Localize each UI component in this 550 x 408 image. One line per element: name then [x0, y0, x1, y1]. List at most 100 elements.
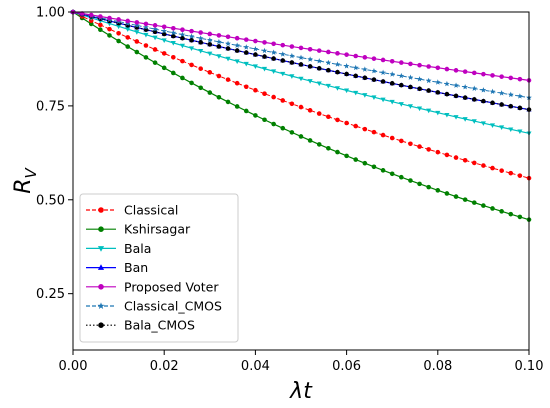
data-point-bala — [444, 112, 450, 118]
x-axis-label: λt — [289, 379, 313, 404]
legend-label: Bala — [124, 241, 151, 256]
data-point-bala — [207, 51, 213, 57]
data-point-bala-cmos — [225, 46, 231, 51]
data-point-classical — [417, 144, 422, 149]
data-point-classical — [471, 160, 477, 166]
data-point-kshirsagar — [316, 142, 322, 147]
data-point-proposed-voter — [180, 27, 185, 32]
data-point-classical-cmos — [152, 26, 158, 32]
data-point-proposed-voter — [189, 28, 194, 34]
data-point-classical-cmos — [352, 64, 359, 71]
series-line-bala-cmos — [72, 11, 530, 111]
data-point-bala-cmos — [399, 82, 404, 88]
legend-marker — [98, 207, 104, 213]
legend-label: Ban — [124, 260, 148, 275]
series-line-classical — [72, 11, 530, 179]
data-point-bala — [471, 119, 477, 124]
x-tick-label: 0.08 — [423, 359, 452, 374]
data-point-proposed-voter — [298, 45, 304, 51]
data-point-classical — [453, 155, 459, 160]
data-point-bala — [289, 74, 295, 79]
data-point-bala — [280, 71, 286, 77]
data-point-proposed-voter — [408, 61, 413, 67]
data-point-classical — [289, 101, 295, 107]
data-point-classical-cmos — [434, 79, 441, 85]
data-point-classical-cmos — [179, 31, 186, 38]
data-point-proposed-voter — [152, 23, 158, 28]
data-point-proposed-voter — [280, 42, 286, 48]
data-point-kshirsagar — [88, 21, 94, 27]
data-point-classical — [371, 129, 377, 135]
legend-items: Classical Kshirsagar Bala Ban Proposed Voter… — [86, 203, 222, 333]
data-point-bala-cmos — [216, 44, 222, 49]
data-point-classical-cmos — [362, 66, 368, 72]
data-point-classical — [198, 66, 203, 71]
data-point-proposed-voter — [335, 51, 340, 56]
data-point-classical — [462, 157, 468, 163]
data-point-classical — [243, 84, 249, 90]
series-line-classical-cmos — [72, 11, 530, 99]
data-point-proposed-voter — [462, 69, 468, 74]
data-point-classical-cmos — [261, 47, 268, 54]
data-point-kshirsagar — [326, 145, 331, 151]
data-point-bala — [334, 86, 341, 91]
data-point-kshirsagar — [362, 160, 368, 166]
data-point-classical-cmos — [170, 29, 177, 36]
data-point-bala — [362, 93, 368, 98]
data-point-bala-cmos — [380, 79, 386, 84]
data-point-proposed-voter — [499, 74, 504, 79]
data-point-bala — [271, 69, 277, 74]
data-point-bala-cmos — [161, 31, 167, 37]
data-point-classical-cmos — [471, 85, 478, 91]
data-point-classical-cmos — [517, 93, 523, 99]
data-point-classical — [98, 22, 103, 28]
data-point-proposed-voter — [253, 38, 258, 44]
data-point-proposed-voter — [435, 65, 441, 71]
data-point-classical-cmos — [243, 44, 250, 50]
data-point-classical-cmos — [507, 91, 514, 98]
data-point-kshirsagar — [198, 85, 203, 91]
data-point-bala — [243, 61, 249, 67]
data-point-classical — [134, 39, 140, 44]
data-point-kshirsagar — [161, 65, 167, 71]
data-point-proposed-voter — [344, 52, 349, 57]
data-point-classical-cmos — [416, 76, 423, 82]
data-point-classical-cmos — [389, 71, 396, 77]
data-point-kshirsagar — [417, 181, 422, 187]
data-point-proposed-voter — [353, 53, 359, 59]
data-point-bala — [325, 83, 331, 89]
data-point-bala-cmos — [298, 62, 304, 67]
data-point-classical-cmos — [489, 88, 496, 95]
x-tick-label: 0.04 — [241, 359, 270, 374]
y-axis-label: RV — [11, 166, 40, 193]
data-point-bala-cmos — [444, 91, 450, 97]
data-point-bala-cmos — [471, 97, 477, 102]
data-point-classical-cmos — [371, 68, 377, 74]
data-point-bala — [152, 35, 158, 41]
data-point-bala-cmos — [262, 54, 267, 59]
data-point-bala — [225, 56, 231, 62]
data-point-kshirsagar — [125, 44, 131, 49]
data-point-proposed-voter — [517, 76, 523, 82]
data-point-classical-cmos — [143, 24, 149, 30]
data-point-bala — [261, 66, 268, 72]
data-point-bala — [389, 99, 395, 105]
data-point-classical — [444, 152, 450, 158]
data-point-kshirsagar — [271, 121, 276, 127]
data-point-bala — [316, 81, 322, 87]
data-point-bala-cmos — [171, 33, 176, 39]
x-tick-label: 0.02 — [150, 359, 179, 374]
data-point-bala-cmos — [253, 52, 258, 57]
data-point-bala — [216, 54, 222, 59]
data-point-kshirsagar — [189, 80, 194, 86]
data-point-proposed-voter — [125, 18, 131, 24]
y-axis-label-base: R — [11, 178, 36, 193]
data-point-bala-cmos — [389, 81, 395, 86]
data-point-classical-cmos — [444, 80, 450, 87]
data-point-classical — [316, 111, 322, 116]
data-point-classical-cmos — [216, 38, 222, 45]
data-point-classical — [280, 98, 286, 103]
data-point-bala — [453, 115, 459, 120]
data-point-classical-cmos — [343, 63, 350, 69]
data-point-bala-cmos — [180, 35, 185, 41]
